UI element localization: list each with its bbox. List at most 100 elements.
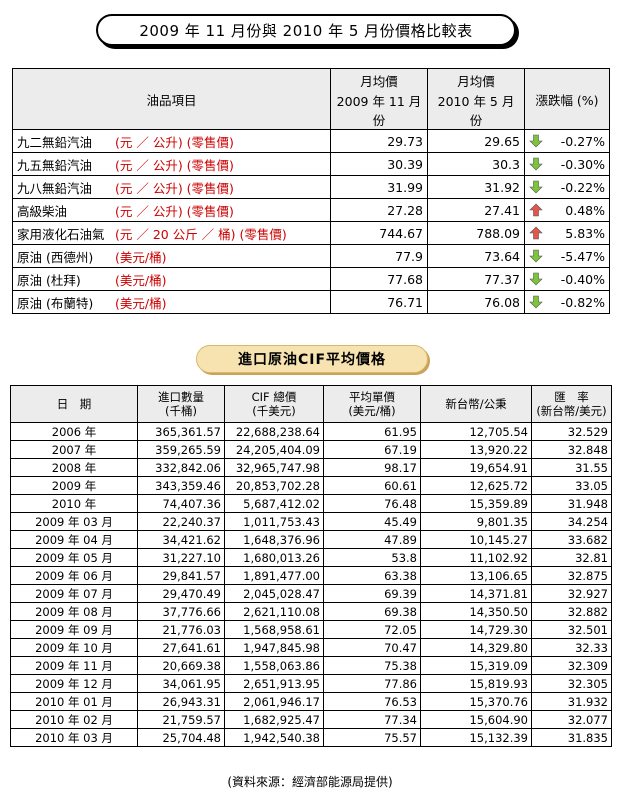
row-avg: 77.86 [323, 674, 421, 693]
row-avg: 77.34 [323, 710, 421, 729]
table-row: 2010 年 01 月 26,943.31 2,061,946.17 76.53 15,… [10, 692, 612, 711]
row-cif: 22,688,238.64 [224, 422, 324, 441]
row-rate: 32.501 [531, 620, 612, 639]
table-row: 九五無鉛汽油 (元 ／ 公升) (零售價) 30.39 30.3 -0.30% [12, 152, 610, 176]
row-twd: 15,359.89 [420, 494, 532, 513]
row-qty: 29,841.57 [137, 566, 225, 585]
arrow-up-icon [529, 226, 543, 240]
table-row: 2009 年 05 月 31,227.10 1,680,013.26 53.8 11,1… [10, 548, 612, 567]
header-col2-bottom: 2010 年 5 月份 [427, 91, 525, 130]
row-qty: 343,359.46 [137, 476, 225, 495]
oil-unit: (美元/桶) [111, 267, 331, 291]
row-twd: 15,604.90 [420, 710, 532, 729]
price-2010-05: 77.37 [427, 267, 525, 291]
row-cif: 2,621,110.08 [224, 602, 324, 621]
row-rate: 32.81 [531, 548, 612, 567]
row-avg: 53.8 [323, 548, 421, 567]
row-qty: 31,227.10 [137, 548, 225, 567]
row-rate: 33.682 [531, 530, 612, 549]
row-cif: 32,965,747.98 [224, 458, 324, 477]
row-date: 2010 年 01 月 [10, 692, 138, 711]
row-date: 2007 年 [10, 440, 138, 459]
row-date: 2009 年 07 月 [10, 584, 138, 603]
table-row: 原油 (布蘭特) (美元/桶) 76.71 76.08 -0.82% [12, 290, 610, 314]
change-percent: 5.83% [549, 221, 610, 245]
row-qty: 22,240.37 [137, 512, 225, 531]
oil-unit: (元 ／ 公升) (零售價) [111, 152, 331, 176]
price-2009-11: 27.28 [330, 198, 428, 222]
price-2010-05: 30.3 [427, 152, 525, 176]
row-twd: 13,920.22 [420, 440, 532, 459]
row-qty: 21,776.03 [137, 620, 225, 639]
oil-name: 九二無鉛汽油 [12, 129, 111, 153]
price-2009-11: 30.39 [330, 152, 428, 176]
price-2010-05: 27.41 [427, 198, 525, 222]
oil-unit: (元 ／ 公升) (零售價) [111, 129, 331, 153]
row-qty: 26,943.31 [137, 692, 225, 711]
cif-price-table: 日 期 進口數量 (千桶) CIF 總價 (千美元) 平均單價 (美元/桶) 新台幣/… [10, 385, 612, 747]
row-twd: 9,801.35 [420, 512, 532, 531]
table-row: 2009 年 10 月 27,641.61 1,947,845.98 70.47 14,… [10, 638, 612, 657]
row-qty: 332,842.06 [137, 458, 225, 477]
row-rate: 32.848 [531, 440, 612, 459]
change-percent: -0.30% [549, 152, 610, 176]
table-row: 2010 年 03 月 25,704.48 1,942,540.38 75.57 15,… [10, 728, 612, 747]
table-row: 2008 年 332,842.06 32,965,747.98 98.17 19,654… [10, 458, 612, 477]
price-2010-05: 788.09 [427, 221, 525, 245]
table-row: 2009 年 07 月 29,470.49 2,045,028.47 69.39 14,… [10, 584, 612, 603]
row-cif: 1,891,477.00 [224, 566, 324, 585]
table-row: 2010 年 02 月 21,759.57 1,682,925.47 77.34 15,… [10, 710, 612, 729]
row-avg: 76.48 [323, 494, 421, 513]
oil-name: 原油 (布蘭特) [12, 290, 111, 314]
row-rate: 34.254 [531, 512, 612, 531]
row-cif: 1,947,845.98 [224, 638, 324, 657]
row-avg: 47.89 [323, 530, 421, 549]
row-qty: 29,470.49 [137, 584, 225, 603]
row-date: 2009 年 12 月 [10, 674, 138, 693]
oil-unit: (元 ／ 公升) (零售價) [111, 198, 331, 222]
table-row: 2009 年 03 月 22,240.37 1,011,753.43 45.49 9,8… [10, 512, 612, 531]
row-date: 2008 年 [10, 458, 138, 477]
change-percent: 0.48% [549, 198, 610, 222]
price-2009-11: 77.9 [330, 244, 428, 268]
row-twd: 15,370.76 [420, 692, 532, 711]
table-row: 2009 年 09 月 21,776.03 1,568,958.61 72.05 14,… [10, 620, 612, 639]
row-date: 2009 年 05 月 [10, 548, 138, 567]
row-qty: 34,421.62 [137, 530, 225, 549]
row-twd: 12,625.72 [420, 476, 532, 495]
row-qty: 25,704.48 [137, 728, 225, 747]
row-rate: 32.927 [531, 584, 612, 603]
price-2009-11: 77.68 [330, 267, 428, 291]
table-row: 家用液化石油氣 (元 ／ 20 公斤 ／ 桶) (零售價) 744.67 788.09… [12, 221, 610, 245]
row-avg: 75.57 [323, 728, 421, 747]
row-qty: 27,641.61 [137, 638, 225, 657]
row-avg: 72.05 [323, 620, 421, 639]
row-avg: 98.17 [323, 458, 421, 477]
row-avg: 61.95 [323, 422, 421, 441]
row-cif: 1,942,540.38 [224, 728, 324, 747]
table-row: 原油 (杜拜) (美元/桶) 77.68 77.37 -0.40% [12, 267, 610, 291]
row-date: 2009 年 08 月 [10, 602, 138, 621]
oil-unit: (元 ／ 20 公斤 ／ 桶) (零售價) [111, 221, 331, 245]
row-rate: 32.077 [531, 710, 612, 729]
row-twd: 14,729.30 [420, 620, 532, 639]
row-cif: 1,682,925.47 [224, 710, 324, 729]
oil-name: 九五無鉛汽油 [12, 152, 111, 176]
row-date: 2010 年 03 月 [10, 728, 138, 747]
change-percent: -5.47% [549, 244, 610, 268]
row-twd: 10,145.27 [420, 530, 532, 549]
table-row: 2006 年 365,361.57 22,688,238.64 61.95 12,705… [10, 422, 612, 441]
row-rate: 32.33 [531, 638, 612, 657]
header-col2-top: 月均價 [427, 68, 525, 91]
row-date: 2009 年 11 月 [10, 656, 138, 675]
row-date: 2009 年 [10, 476, 138, 495]
oil-name: 九八無鉛汽油 [12, 175, 111, 199]
row-qty: 359,265.59 [137, 440, 225, 459]
header-item: 油品項目 [12, 68, 331, 130]
row-date: 2009 年 09 月 [10, 620, 138, 639]
row-cif: 20,853,702.28 [224, 476, 324, 495]
row-date: 2006 年 [10, 422, 138, 441]
change-percent: -0.27% [549, 129, 610, 153]
row-qty: 37,776.66 [137, 602, 225, 621]
oil-unit: (元 ／ 公升) (零售價) [111, 175, 331, 199]
